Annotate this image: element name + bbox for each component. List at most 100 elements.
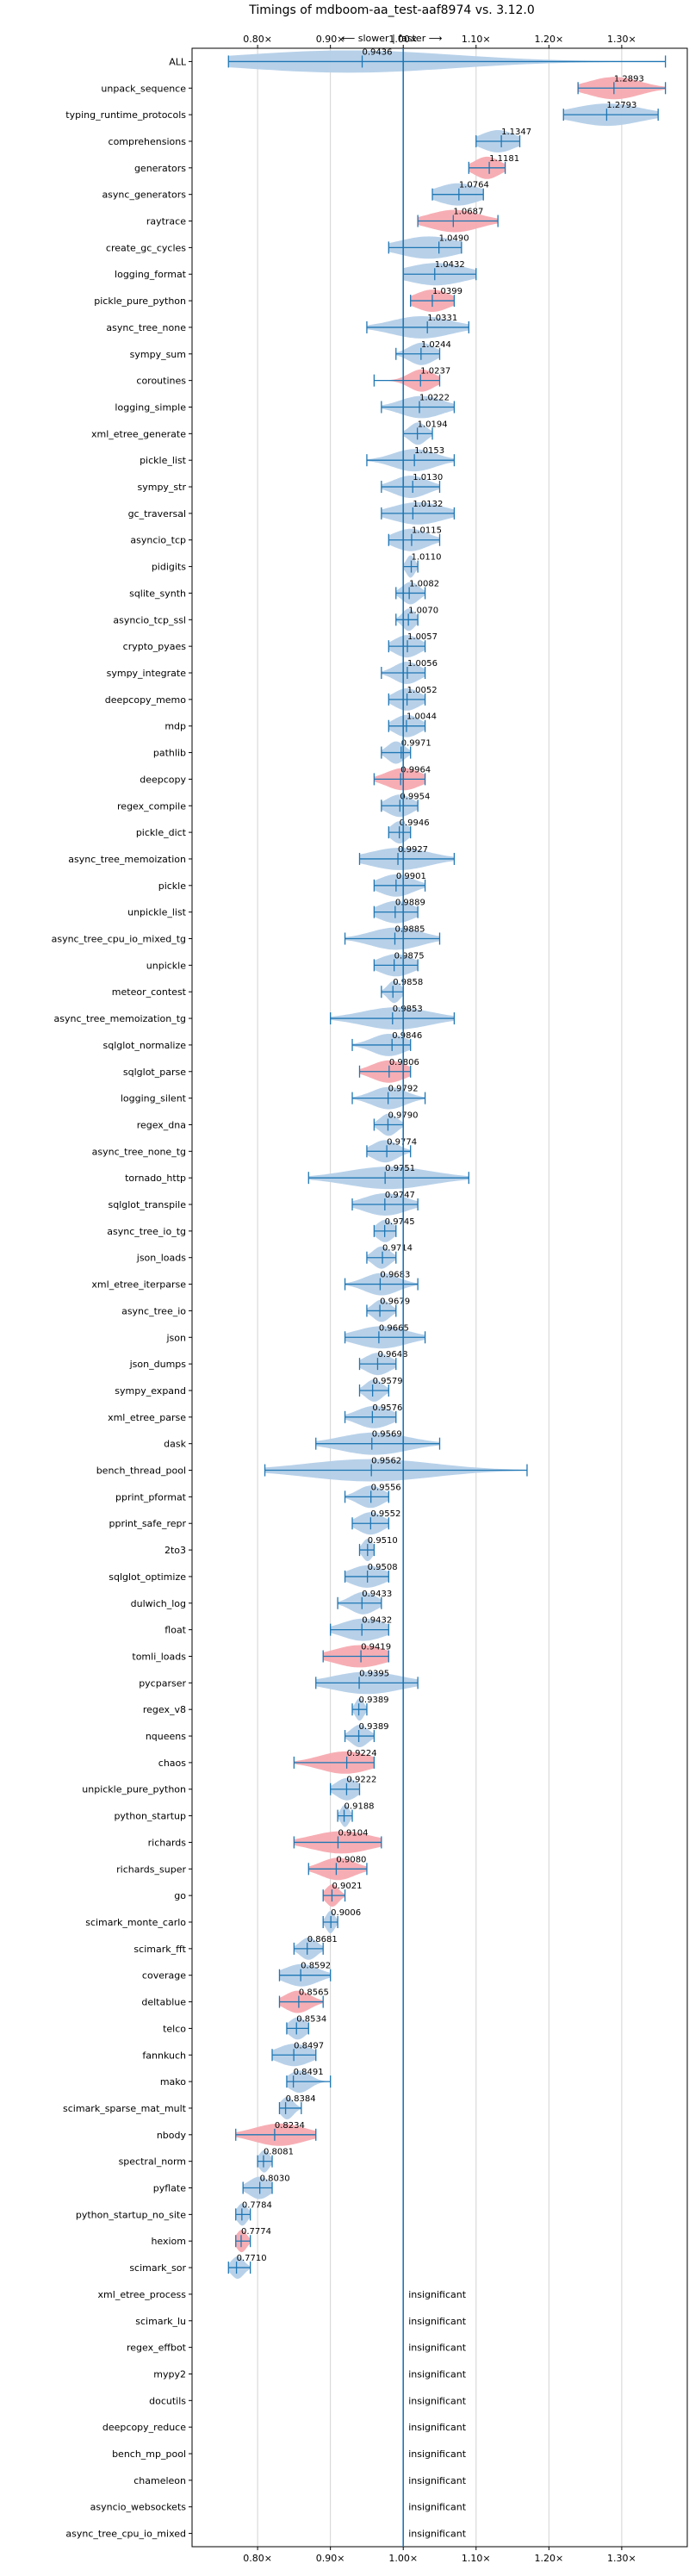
category-label: meteor_contest xyxy=(112,986,187,998)
median-value-label: 1.0082 xyxy=(409,579,439,588)
median-value-label: 0.9436 xyxy=(363,47,393,57)
insignificant-label: insignificant xyxy=(408,2343,467,2354)
category-label: async_generators xyxy=(102,190,186,201)
category-label: pickle_dict xyxy=(136,827,187,838)
median-value-label: 0.9806 xyxy=(389,1058,419,1067)
x-tick-label-top: 1.30× xyxy=(607,34,636,45)
median-value-label: 0.9389 xyxy=(359,1696,389,1705)
category-label: asyncio_tcp_ssl xyxy=(113,614,186,625)
category-label: gc_traversal xyxy=(128,508,186,520)
category-label: pathlib xyxy=(153,748,186,759)
median-value-label: 0.9648 xyxy=(377,1350,407,1360)
category-label: deepcopy_reduce xyxy=(102,2422,186,2433)
category-label: async_tree_cpu_io_mixed xyxy=(65,2529,186,2540)
insignificant-label: insignificant xyxy=(408,2529,467,2540)
category-label: scimark_sor xyxy=(129,2262,186,2274)
median-value-label: 0.9395 xyxy=(359,1669,389,1678)
median-value-label: 0.9508 xyxy=(368,1563,398,1572)
category-label: pickle_list xyxy=(140,455,187,466)
category-label: async_tree_none_tg xyxy=(92,1146,186,1157)
median-value-label: 0.8497 xyxy=(294,2041,324,2050)
median-value-label: 0.9927 xyxy=(398,845,428,855)
category-label: logging_format xyxy=(115,269,187,280)
insignificant-label: insignificant xyxy=(408,2395,467,2406)
median-value-label: 0.9954 xyxy=(400,792,430,801)
category-label: async_tree_cpu_io_mixed_tg xyxy=(52,934,186,945)
median-value-label: 0.9389 xyxy=(359,1722,389,1732)
category-label: comprehensions xyxy=(109,136,187,147)
median-value-label: 1.0132 xyxy=(413,500,443,509)
category-label: mdp xyxy=(164,721,186,732)
insignificant-label: insignificant xyxy=(408,2448,467,2460)
median-value-label: 0.8592 xyxy=(301,1962,331,1971)
category-label: xml_etree_generate xyxy=(91,428,186,439)
category-label: unpickle_pure_python xyxy=(82,1784,186,1795)
median-value-label: 0.8384 xyxy=(286,2094,316,2104)
category-label: sympy_integrate xyxy=(107,668,187,679)
insignificant-label: insignificant xyxy=(408,2289,467,2300)
median-value-label: 1.1181 xyxy=(489,154,519,164)
category-label: 2to3 xyxy=(164,1545,186,1556)
category-label: typing_runtime_protocols xyxy=(65,109,186,121)
category-label: logging_silent xyxy=(121,1093,187,1104)
median-value-label: 0.9751 xyxy=(385,1164,415,1173)
category-label: pprint_pformat xyxy=(115,1491,187,1503)
median-value-label: 0.9885 xyxy=(394,925,425,935)
median-value-label: 0.9889 xyxy=(395,899,425,908)
median-value-label: 0.9419 xyxy=(361,1642,391,1652)
median-value-label: 0.9576 xyxy=(372,1403,402,1413)
median-value-label: 1.1347 xyxy=(501,128,531,137)
median-value-label: 1.0399 xyxy=(432,287,462,296)
median-value-label: 1.0687 xyxy=(453,208,483,217)
category-label: regex_effbot xyxy=(127,2343,187,2354)
median-value-label: 1.0044 xyxy=(407,712,437,722)
category-label: float xyxy=(164,1625,186,1636)
x-tick-label-top: 0.80× xyxy=(243,34,272,45)
category-label: dask xyxy=(164,1439,186,1450)
x-tick-label-top: 0.90× xyxy=(316,34,345,45)
x-tick-label-bottom: 0.90× xyxy=(316,2553,345,2564)
category-label: spectral_norm xyxy=(119,2156,186,2168)
category-label: nqueens xyxy=(146,1731,186,1742)
median-value-label: 1.0130 xyxy=(413,473,443,482)
median-value-label: 1.0222 xyxy=(419,393,450,402)
median-value-label: 1.0153 xyxy=(414,446,444,456)
median-value-label: 0.9188 xyxy=(344,1802,375,1812)
category-label: xml_etree_parse xyxy=(108,1412,186,1423)
category-label: create_gc_cycles xyxy=(106,242,186,253)
category-label: python_startup xyxy=(114,1811,186,1822)
category-label: pycparser xyxy=(139,1677,186,1689)
category-label: sqlite_synth xyxy=(129,588,186,599)
category-label: deepcopy xyxy=(140,774,186,785)
median-value-label: 0.9432 xyxy=(362,1616,392,1626)
median-value-label: 0.9579 xyxy=(373,1377,403,1386)
category-label: json xyxy=(166,1332,187,1343)
chart-title: Timings of mdboom-aa_test-aaf8974 vs. 3.… xyxy=(248,3,535,17)
category-label: coverage xyxy=(142,1970,186,1982)
median-value-label: 0.9964 xyxy=(400,765,431,775)
median-value-label: 0.9846 xyxy=(392,1031,422,1041)
median-value-label: 0.7774 xyxy=(241,2227,271,2237)
category-label: asyncio_websockets xyxy=(90,2502,187,2513)
category-label: sqlglot_transpile xyxy=(109,1199,187,1210)
median-value-label: 0.8565 xyxy=(299,1988,329,1998)
median-value-label: 0.8081 xyxy=(264,2148,294,2157)
category-label: async_tree_memoization xyxy=(68,854,186,865)
median-value-label: 0.9747 xyxy=(385,1191,415,1200)
median-value-label: 1.0490 xyxy=(439,233,469,243)
x-axis-ticks: 0.80× 0.80× 0.90× 0.90× 1.00× 1.00× 1.10× 1.10×… xyxy=(243,34,636,2564)
category-label: async_tree_io_tg xyxy=(107,1226,186,1237)
median-value-label: 1.0052 xyxy=(407,686,438,695)
x-tick-label-bottom: 1.20× xyxy=(534,2553,563,2564)
category-label: async_tree_io xyxy=(121,1305,186,1316)
median-value-label: 0.7784 xyxy=(242,2200,272,2210)
x-tick-label-bottom: 1.30× xyxy=(607,2553,636,2564)
x-tick-label-top: 1.00× xyxy=(388,34,418,45)
median-value-label: 0.9683 xyxy=(380,1271,410,1280)
category-label: bench_thread_pool xyxy=(96,1465,186,1477)
category-label: scimark_sparse_mat_mult xyxy=(63,2103,187,2114)
x-tick-label-bottom: 1.10× xyxy=(462,2553,491,2564)
median-value-label: 1.2893 xyxy=(614,74,644,84)
median-value-label: 0.8030 xyxy=(260,2175,290,2184)
category-label: pickle_pure_python xyxy=(94,296,186,307)
